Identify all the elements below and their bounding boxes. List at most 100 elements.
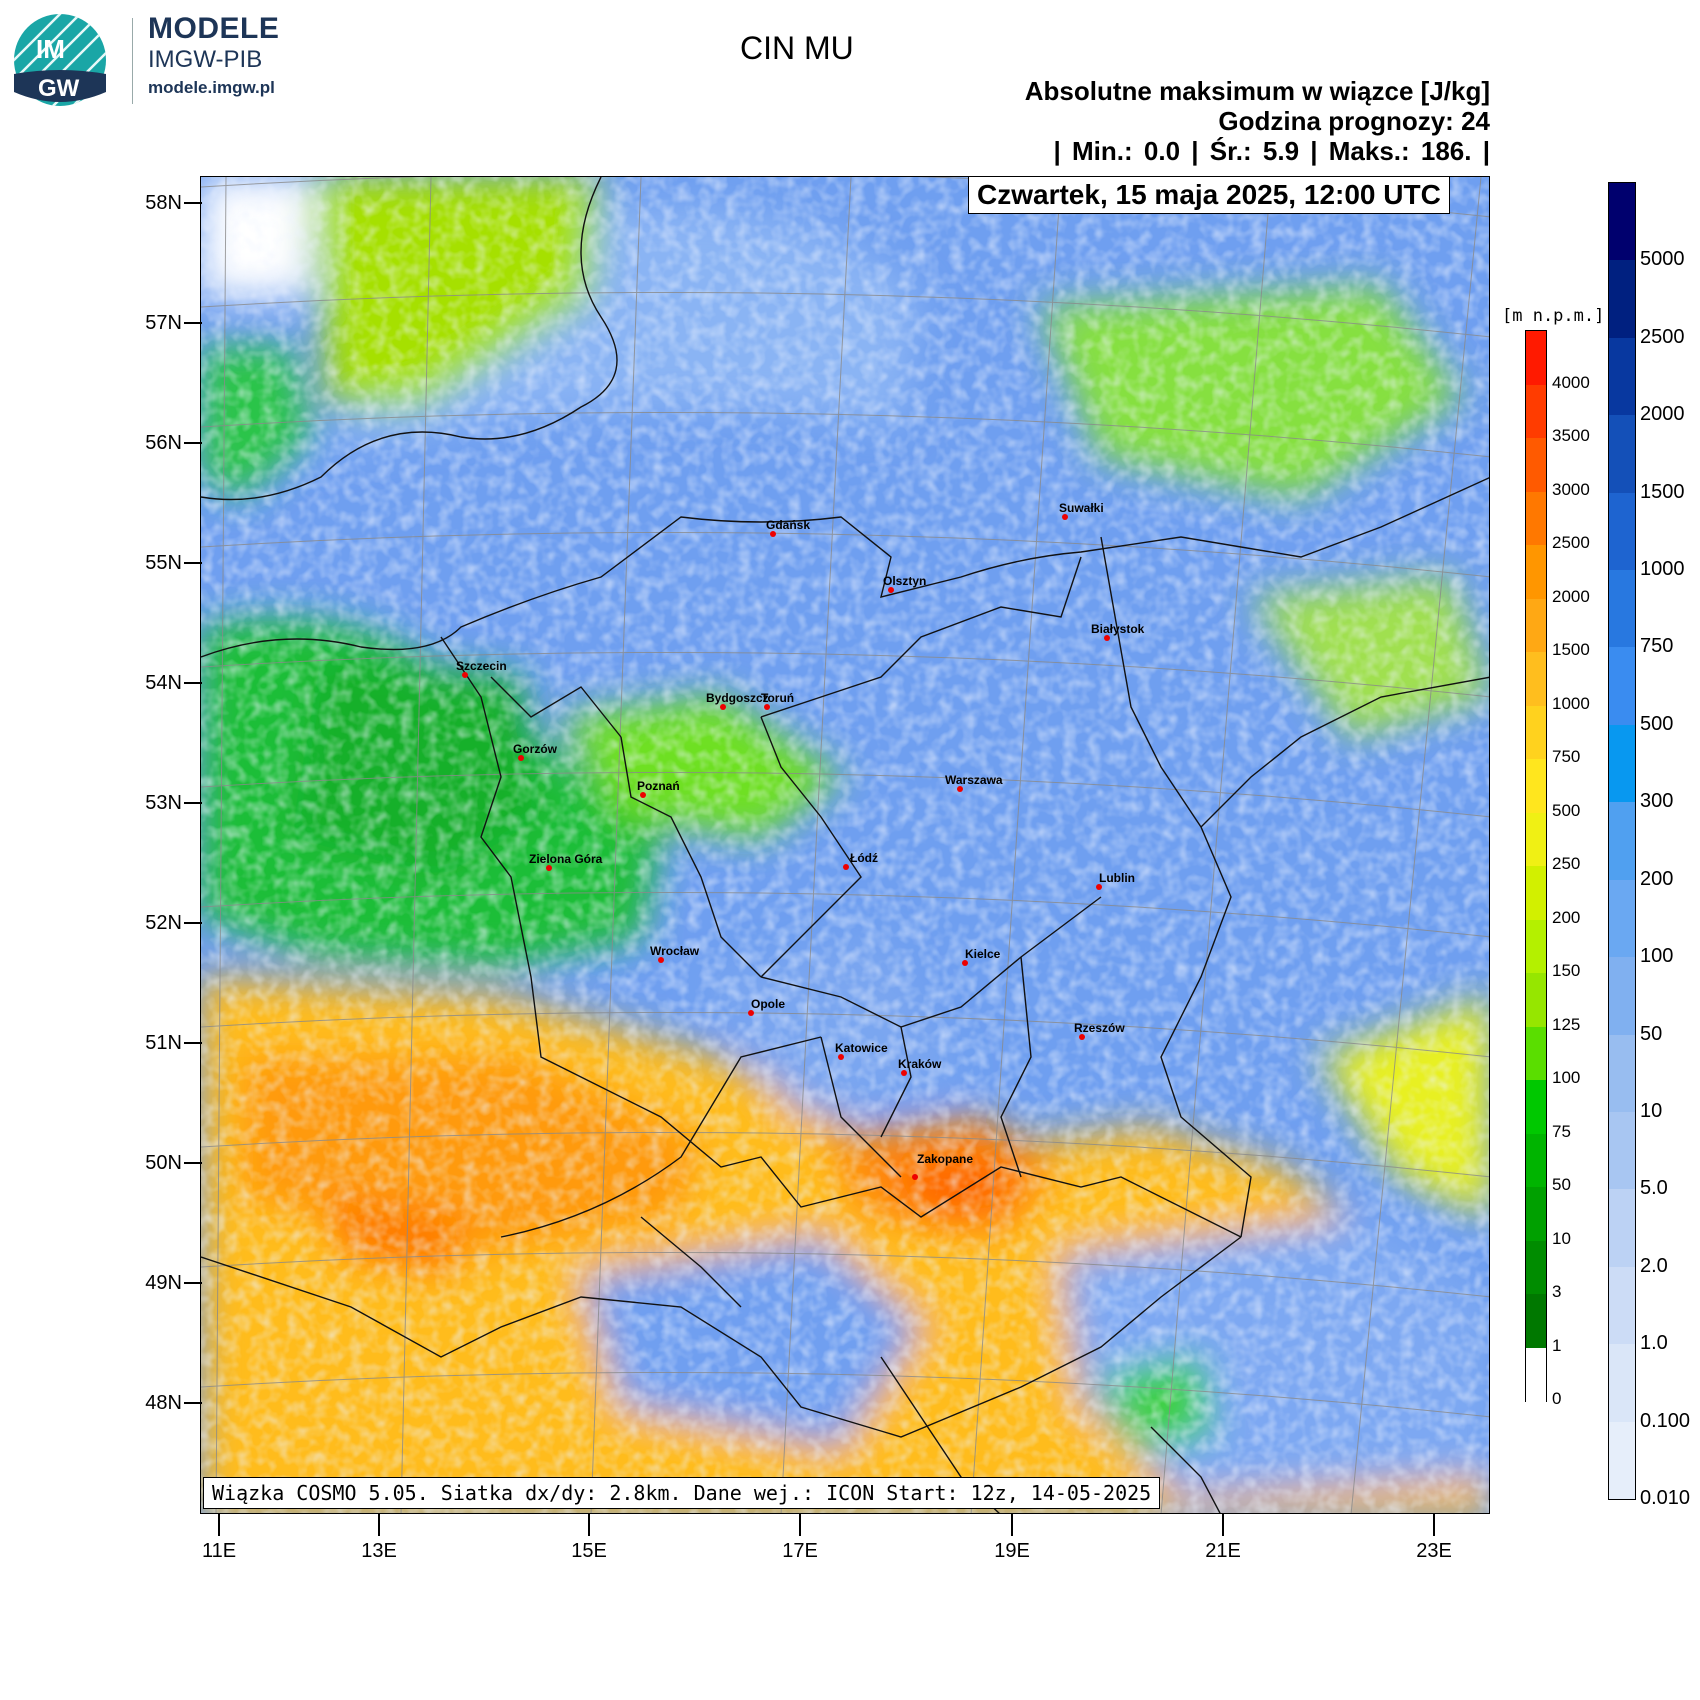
elevation-colorbar-segment — [1526, 384, 1546, 439]
brand-title: MODELE — [148, 12, 280, 45]
brand-url[interactable]: modele.imgw.pl — [148, 78, 275, 97]
svg-text:Warszawa: Warszawa — [945, 773, 1003, 787]
cin-colorbar-segment — [1609, 957, 1635, 1036]
cin-colorbar-label: 750 — [1640, 635, 1674, 658]
cin-colorbar-label: 2500 — [1640, 325, 1685, 348]
elevation-colorbar-label: 75 — [1552, 1121, 1571, 1141]
cin-colorbar-segment — [1609, 802, 1635, 881]
elevation-colorbar-segment — [1526, 866, 1546, 920]
cin-colorbar-label: 2.0 — [1640, 1254, 1668, 1277]
elevation-colorbar-segment — [1526, 1133, 1546, 1188]
cin-colorbar-labels: 5000 2500 2000 1500 1000 750 500 300 200 100 50 10 5… — [1640, 182, 1700, 1509]
model-info-footnote: Wiązka COSMO 5.05. Siatka dx/dy: 2.8km. … — [203, 1477, 1161, 1509]
lon-label: 11E — [201, 1540, 237, 1562]
elevation-colorbar-label: 1000 — [1552, 693, 1590, 713]
cin-colorbar-label: 200 — [1640, 867, 1674, 890]
cin-colorbar-segment — [1609, 415, 1635, 494]
svg-text:Wrocław: Wrocław — [650, 944, 700, 958]
cin-colorbar-segment — [1609, 183, 1635, 261]
chart-subtitle: Absolutne maksimum w wiązce [J/kg] — [1024, 76, 1490, 106]
cin-colorbar-label: 5000 — [1640, 248, 1685, 271]
brand-divider — [132, 18, 133, 104]
city-markers: Gdańsk Olsztyn Suwałki Białystok Szczeci… — [456, 501, 1145, 1180]
cin-colorbar-label: 0.100 — [1640, 1409, 1691, 1432]
lat-label: 53N — [145, 792, 182, 814]
brand-subtitle: IMGW-PIB — [148, 46, 263, 73]
city-rzeszow: Rzeszów — [1074, 1021, 1125, 1040]
chart-title: CIN MU — [740, 30, 854, 66]
cin-colorbar-segment — [1609, 879, 1635, 958]
city-lublin: Lublin — [1096, 871, 1135, 890]
city-gorzow: Gorzów — [513, 742, 558, 761]
elevation-colorbar-segment — [1526, 1187, 1546, 1241]
lon-ticks — [218, 1514, 1435, 1536]
lat-label: 54N — [145, 672, 182, 694]
cin-colorbar-label: 5.0 — [1640, 1177, 1668, 1200]
elevation-colorbar-segment — [1526, 705, 1546, 760]
map-canvas: Gdańsk Olsztyn Suwałki Białystok Szczeci… — [201, 177, 1489, 1513]
elevation-colorbar-label: 3500 — [1552, 426, 1590, 445]
svg-text:Zakopane: Zakopane — [917, 1152, 973, 1166]
forecast-hour: Godzina prognozy: 24 — [1218, 106, 1490, 136]
city-wroclaw: Wrocław — [650, 944, 700, 963]
cin-colorbar-segment — [1609, 1111, 1635, 1190]
cin-colorbar-segment — [1609, 570, 1635, 648]
city-opole: Opole — [748, 997, 785, 1016]
elevation-colorbar-label: 0 — [1552, 1389, 1562, 1408]
lat-label: 48N — [145, 1392, 182, 1414]
svg-text:Zielona Góra: Zielona Góra — [529, 852, 603, 866]
cin-colorbar-label: 10 — [1640, 1099, 1663, 1122]
cin-colorbar — [1608, 182, 1636, 1500]
svg-text:Kielce: Kielce — [965, 947, 1001, 961]
elevation-colorbar-label: 1 — [1552, 1335, 1562, 1355]
lat-ticks — [184, 202, 202, 1404]
city-warszawa: Warszawa — [945, 773, 1003, 792]
svg-text:Rzeszów: Rzeszów — [1074, 1021, 1125, 1035]
elevation-colorbar-segment — [1526, 598, 1546, 653]
cin-colorbar-label: 1000 — [1640, 558, 1685, 581]
svg-text:Katowice: Katowice — [835, 1041, 888, 1055]
city-gdansk: Gdańsk — [766, 518, 810, 537]
elevation-unit: [m n.p.m.] — [1502, 306, 1605, 326]
elevation-colorbar-label: 10 — [1552, 1228, 1571, 1248]
cin-colorbar-segment — [1609, 647, 1635, 726]
elevation-colorbar-segment — [1526, 491, 1546, 546]
lat-label: 58N — [145, 192, 182, 214]
elevation-colorbar-label: 150 — [1552, 961, 1581, 980]
elevation-colorbar-label: 4000 — [1552, 372, 1590, 392]
svg-text:Suwałki: Suwałki — [1059, 501, 1104, 515]
city-suwalki: Suwałki — [1059, 501, 1104, 520]
elevation-colorbar-segment — [1526, 919, 1546, 974]
svg-text:Kraków: Kraków — [898, 1057, 942, 1071]
svg-text:Toruń: Toruń — [761, 691, 794, 705]
city-lodz: Łódź — [843, 851, 878, 870]
cin-colorbar-segment — [1609, 1344, 1635, 1423]
cin-colorbar-label: 0.010 — [1640, 1487, 1691, 1509]
lat-label: 49N — [145, 1272, 182, 1294]
svg-text:Opole: Opole — [751, 997, 785, 1011]
elevation-colorbar-label: 750 — [1552, 747, 1581, 766]
lon-label: 17E — [782, 1540, 818, 1562]
lon-label: 21E — [1205, 1540, 1241, 1562]
city-zielona-gora: Zielona Góra — [529, 852, 603, 871]
svg-text:Gdańsk: Gdańsk — [766, 518, 810, 532]
elevation-colorbar-label: 3 — [1552, 1282, 1562, 1301]
svg-text:Łódź: Łódź — [850, 851, 878, 865]
svg-text:Gorzów: Gorzów — [513, 742, 558, 756]
cin-colorbar-segment — [1609, 724, 1635, 803]
cin-colorbar-label: 300 — [1640, 790, 1674, 813]
elevation-colorbar-segment — [1526, 331, 1546, 385]
cin-colorbar-label: 500 — [1640, 712, 1674, 735]
lat-label: 55N — [145, 552, 182, 574]
cin-colorbar-segment — [1609, 492, 1635, 571]
elevation-colorbar-label: 1500 — [1552, 640, 1590, 659]
elevation-colorbar-label: 2500 — [1552, 533, 1590, 552]
city-szczecin: Szczecin — [456, 659, 507, 678]
lat-label: 50N — [145, 1152, 182, 1174]
svg-text:Bydgoszcz: Bydgoszcz — [706, 691, 769, 705]
cin-colorbar-segment — [1609, 1266, 1635, 1345]
elevation-colorbar-segment — [1526, 1080, 1546, 1134]
cin-colorbar-label: 50 — [1640, 1022, 1663, 1045]
elevation-colorbar-label: 100 — [1552, 1068, 1581, 1087]
elevation-colorbar-label: 2000 — [1552, 586, 1590, 606]
